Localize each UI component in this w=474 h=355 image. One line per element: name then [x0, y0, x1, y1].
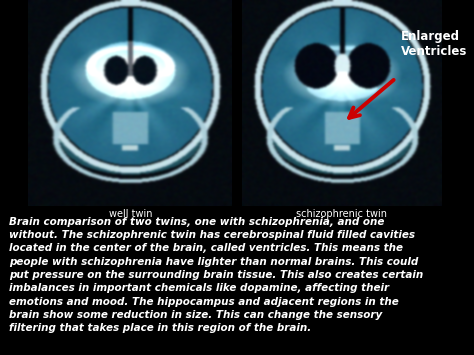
Text: Enlarged
Ventricles: Enlarged Ventricles	[401, 31, 467, 58]
Text: well twin: well twin	[109, 209, 152, 219]
Text: Brain comparison of two twins, one with schizophrenia, and one
without. The schi: Brain comparison of two twins, one with …	[9, 217, 424, 333]
Text: schizophrenic twin: schizophrenic twin	[296, 209, 387, 219]
